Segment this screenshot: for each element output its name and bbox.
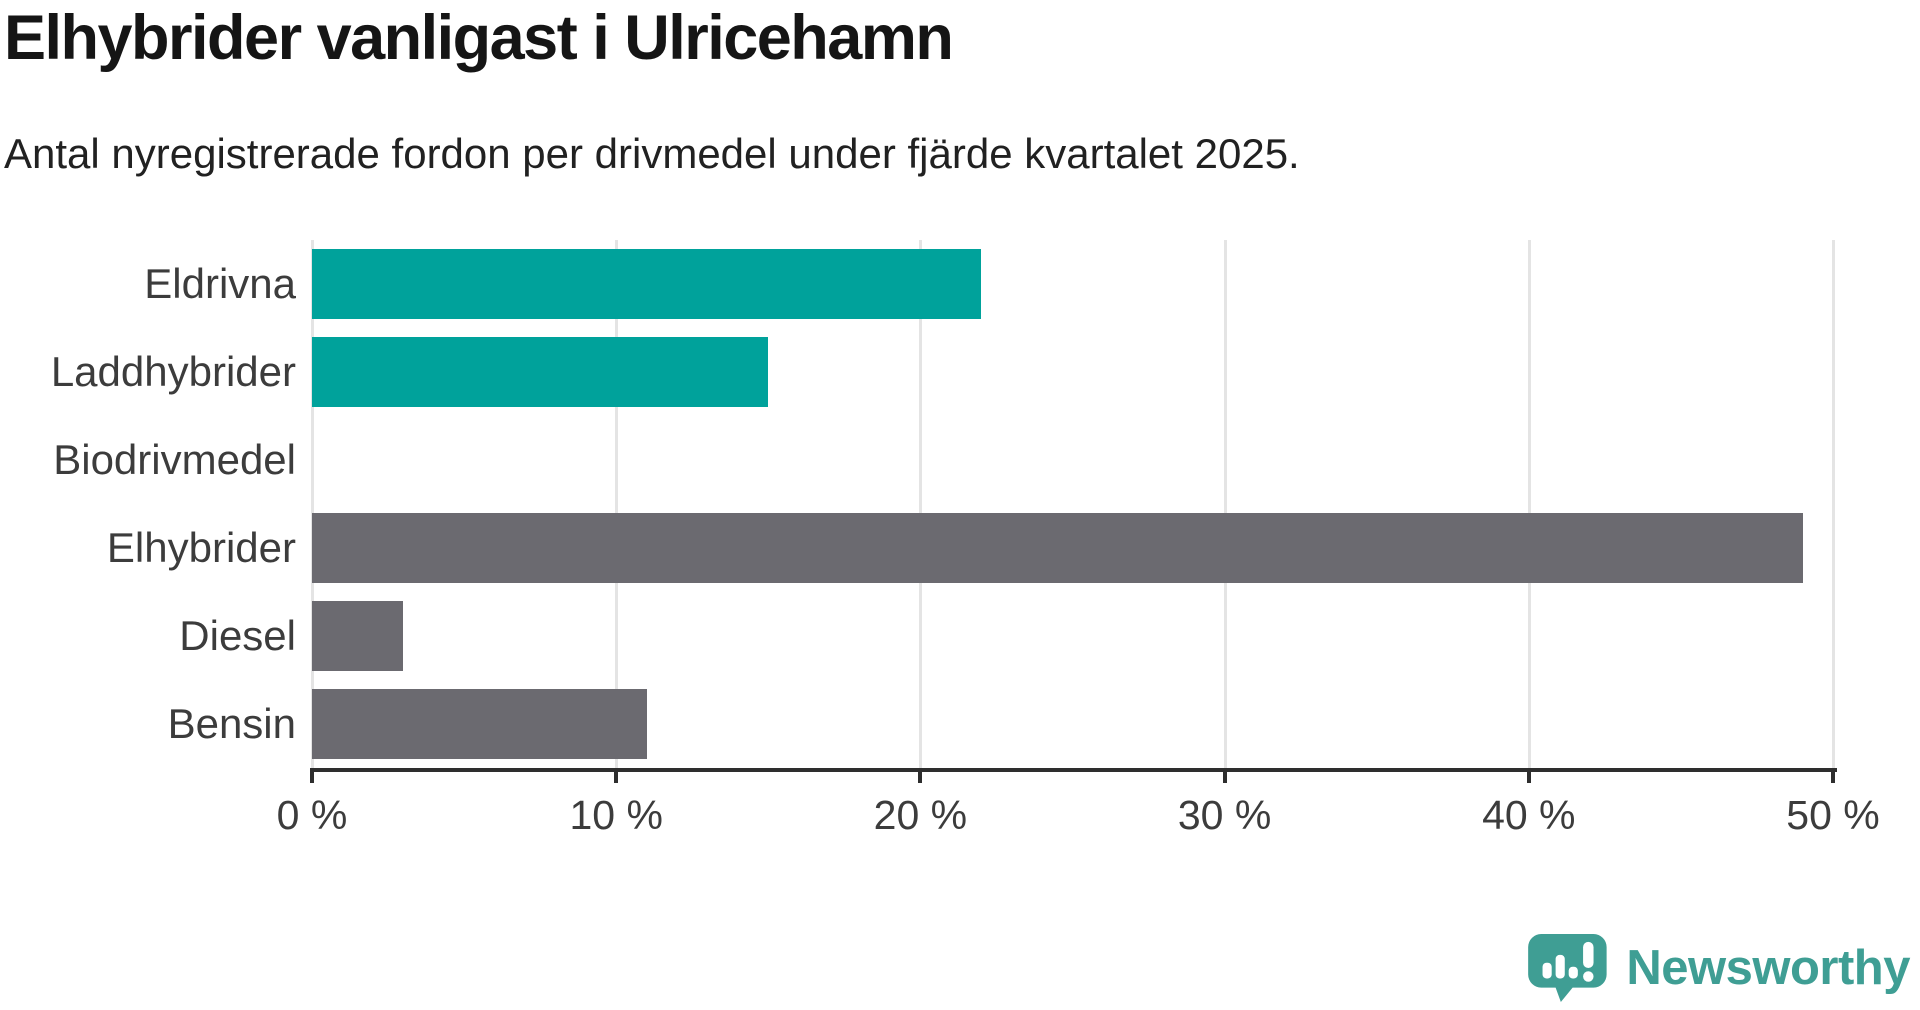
bar-row: Elhybrider — [107, 504, 1833, 592]
chart-subtitle: Antal nyregistrerade fordon per drivmede… — [4, 130, 1300, 177]
x-tick-label: 0 % — [276, 792, 348, 838]
bar-row: Laddhybrider — [51, 328, 1833, 416]
gridline-40 — [1527, 240, 1531, 768]
gridline-50 — [1832, 240, 1835, 768]
gridline-20 — [919, 240, 923, 768]
x-tick-label: 50 % — [1786, 792, 1880, 838]
x-tick-label: 20 % — [873, 792, 968, 838]
bar-row: Biodrivmedel — [53, 416, 1833, 504]
bar-elhybrider — [312, 513, 1803, 583]
category-label: Biodrivmedel — [53, 436, 296, 483]
bar-laddhybrider — [312, 337, 769, 407]
gridline-30 — [1223, 240, 1227, 768]
bar-row: Diesel — [179, 592, 1833, 680]
logo-text: Newsworthy — [1626, 941, 1910, 995]
category-label: Eldrivna — [144, 260, 296, 307]
newsworthy-speech-bubble-chart-icon — [1528, 934, 1607, 1002]
x-axis-line — [310, 768, 1837, 772]
x-tick-30 — [1222, 768, 1227, 783]
x-tick-label: 30 % — [1177, 792, 1272, 838]
category-label: Diesel — [179, 612, 296, 659]
x-tick-20 — [918, 768, 923, 783]
bar-diesel — [312, 601, 404, 671]
gridline-10 — [615, 240, 619, 768]
x-tick-label: 40 % — [1482, 792, 1576, 838]
chart-title: Elhybrider vanligast i Ulricehamn — [4, 3, 954, 73]
x-tick-0 — [310, 768, 314, 783]
x-tick-10 — [614, 768, 619, 783]
category-label: Elhybrider — [106, 524, 296, 571]
category-label: Bensin — [167, 700, 296, 747]
x-tick-label: 10 % — [569, 792, 663, 838]
plot-area: Eldrivna Laddhybrider Biodrivmedel Elhybrid… — [51, 240, 1835, 768]
bar-eldrivna — [312, 249, 982, 319]
category-label: Laddhybrider — [50, 348, 296, 395]
bar-row: Eldrivna — [144, 240, 1833, 328]
bar-row: Bensin — [168, 680, 1833, 768]
gridline-0 — [311, 240, 314, 768]
x-tick-50 — [1831, 768, 1835, 783]
x-tick-40 — [1526, 768, 1531, 783]
bar-bensin — [312, 689, 647, 759]
newsworthy-logo: Newsworthy — [1528, 934, 1910, 1002]
